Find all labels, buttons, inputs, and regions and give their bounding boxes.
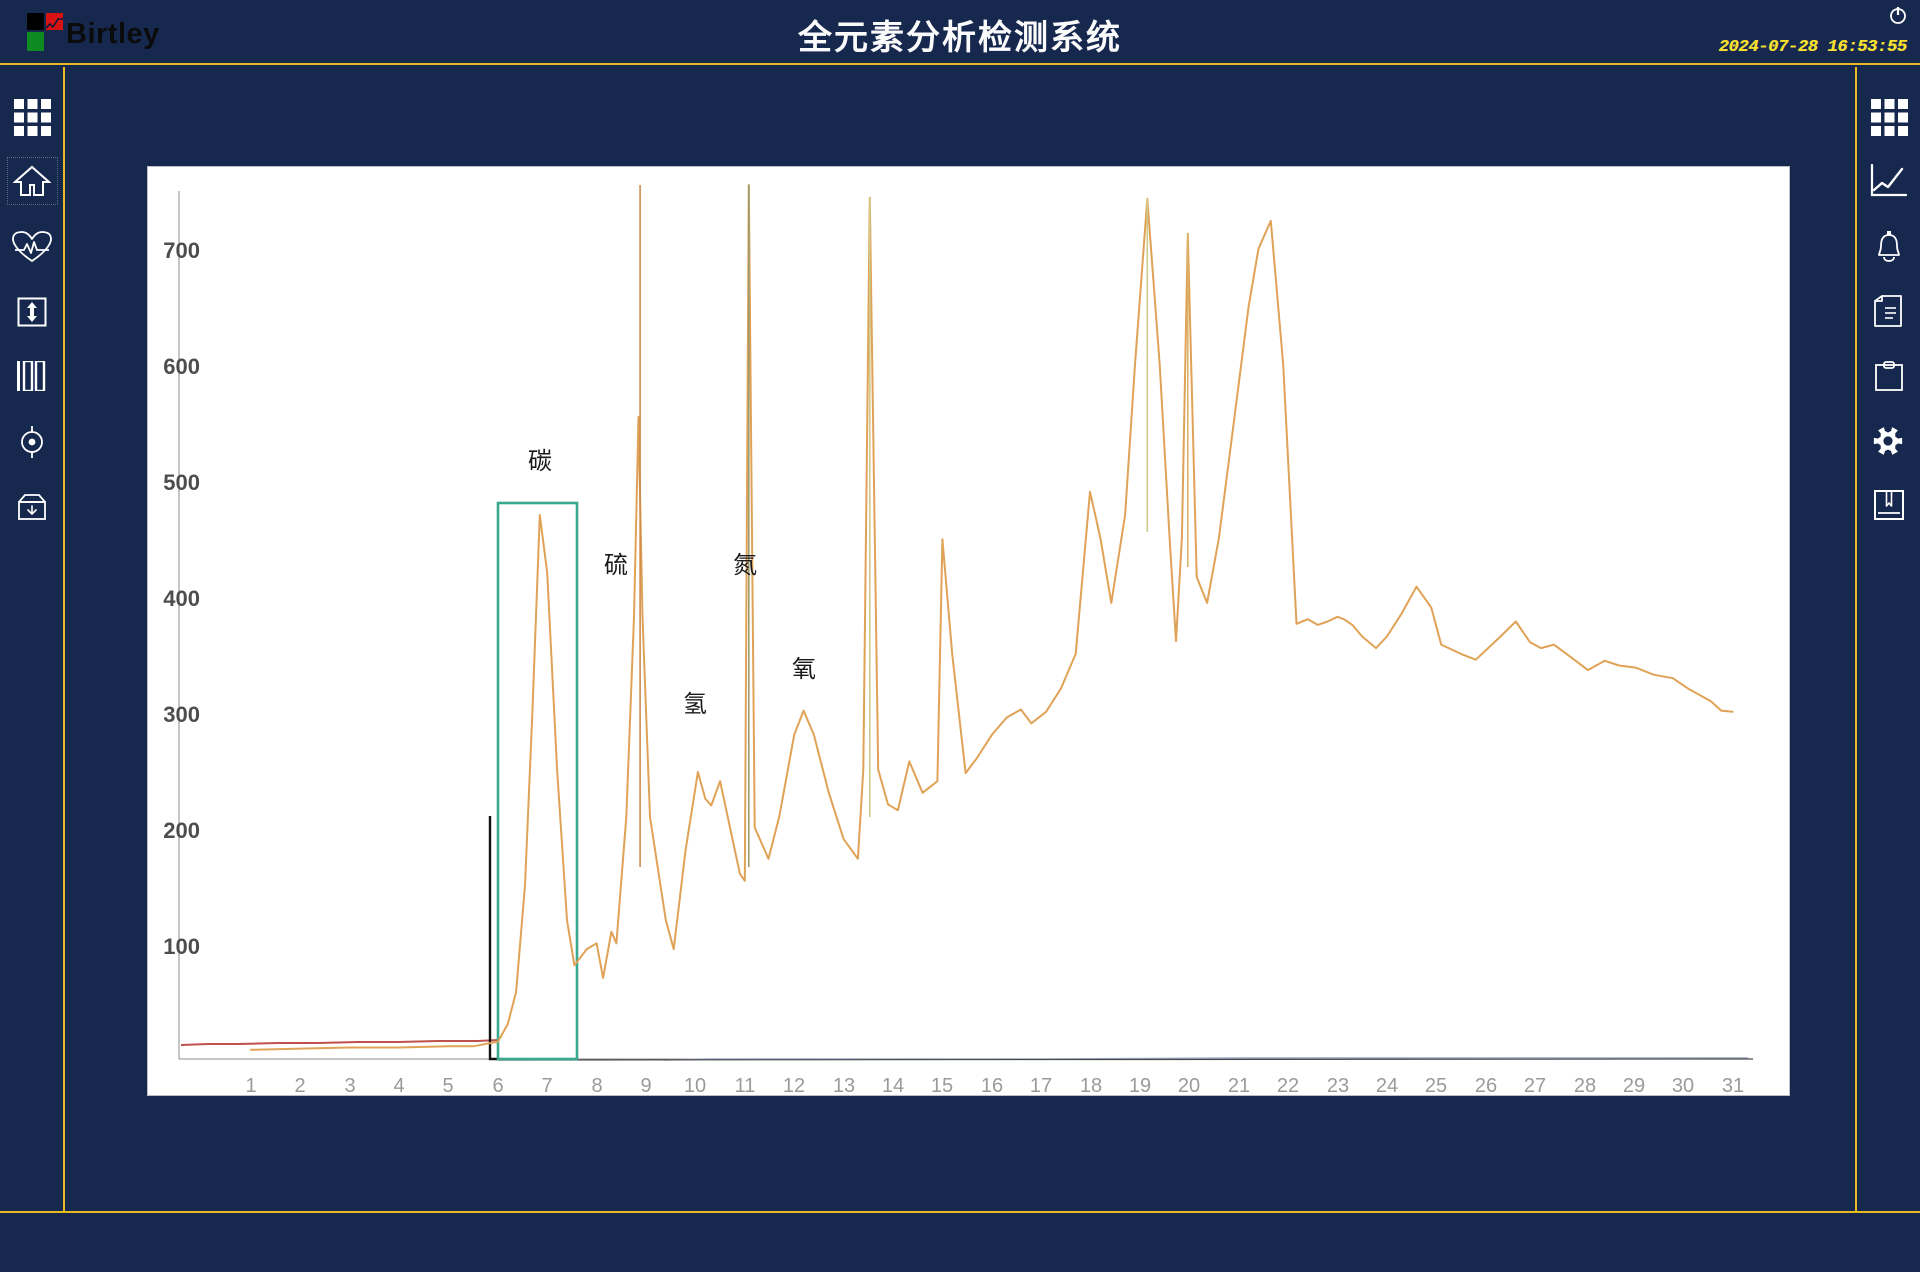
svg-text:13: 13 xyxy=(833,1075,855,1097)
svg-text:20: 20 xyxy=(1178,1075,1200,1097)
svg-text:4: 4 xyxy=(393,1075,404,1097)
svg-text:300: 300 xyxy=(163,702,200,727)
svg-text:16: 16 xyxy=(981,1075,1003,1097)
svg-text:5: 5 xyxy=(442,1075,453,1097)
svg-text:600: 600 xyxy=(163,354,200,379)
svg-text:28: 28 xyxy=(1574,1075,1596,1097)
svg-text:400: 400 xyxy=(163,586,200,611)
svg-text:500: 500 xyxy=(163,470,200,495)
svg-text:硫: 硫 xyxy=(604,552,628,579)
svg-text:3: 3 xyxy=(344,1075,355,1097)
svg-text:12: 12 xyxy=(783,1075,805,1097)
svg-text:9: 9 xyxy=(640,1075,651,1097)
svg-text:30: 30 xyxy=(1672,1075,1694,1097)
svg-text:2: 2 xyxy=(294,1075,305,1097)
svg-text:19: 19 xyxy=(1129,1075,1151,1097)
svg-text:1: 1 xyxy=(245,1075,256,1097)
svg-text:21: 21 xyxy=(1228,1075,1250,1097)
svg-text:氢: 氢 xyxy=(683,691,707,718)
svg-text:10: 10 xyxy=(684,1075,706,1097)
svg-text:27: 27 xyxy=(1524,1075,1546,1097)
svg-text:7: 7 xyxy=(541,1075,552,1097)
svg-text:200: 200 xyxy=(163,818,200,843)
svg-text:29: 29 xyxy=(1623,1075,1645,1097)
svg-text:23: 23 xyxy=(1327,1075,1349,1097)
svg-text:氧: 氧 xyxy=(792,656,816,683)
svg-text:24: 24 xyxy=(1376,1075,1398,1097)
svg-text:11: 11 xyxy=(735,1075,756,1097)
svg-text:22: 22 xyxy=(1277,1075,1299,1097)
svg-text:700: 700 xyxy=(163,238,200,263)
svg-text:6: 6 xyxy=(492,1075,503,1097)
svg-text:碳: 碳 xyxy=(528,448,552,475)
svg-text:8: 8 xyxy=(591,1075,602,1097)
svg-text:17: 17 xyxy=(1030,1075,1052,1097)
svg-text:100: 100 xyxy=(163,934,200,959)
svg-text:15: 15 xyxy=(931,1075,953,1097)
svg-text:26: 26 xyxy=(1475,1075,1497,1097)
svg-text:25: 25 xyxy=(1425,1075,1447,1097)
svg-text:18: 18 xyxy=(1080,1075,1102,1097)
svg-text:14: 14 xyxy=(882,1075,904,1097)
svg-text:31: 31 xyxy=(1722,1075,1744,1097)
svg-text:氮: 氮 xyxy=(733,552,757,579)
